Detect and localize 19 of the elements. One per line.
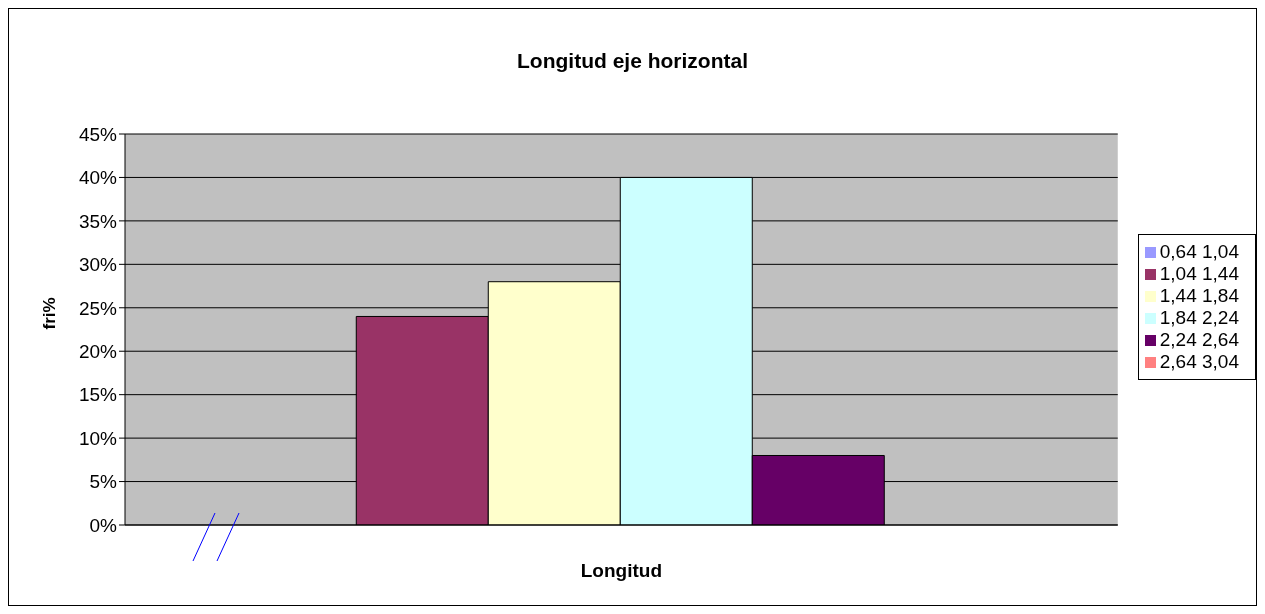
y-tick-label: 0% [89,514,118,536]
y-tick-label: 35% [78,210,118,232]
legend-label: 1,44 1,84 [1159,285,1239,306]
chart-title: Longitud eje horizontal [516,49,749,73]
y-tick-label: 10% [78,427,118,449]
legend-label: 1,04 1,44 [1159,263,1239,284]
y-tick-label: 40% [78,167,118,189]
y-tick-label: 25% [78,297,118,319]
legend-label: 0,64 1,04 [1159,241,1239,262]
y-axis-title: fri% [40,297,60,330]
y-tick-label: 5% [89,471,118,493]
y-tick-label: 45% [78,123,118,145]
legend-label: 2,64 3,04 [1159,351,1239,372]
legend-label: 2,24 2,64 [1159,329,1239,350]
y-tick-label: 30% [78,254,118,276]
legend-label: 1,84 2,24 [1159,307,1239,328]
y-tick-label: 15% [78,384,118,406]
y-tick-label: 20% [78,340,118,362]
x-axis-title: Longitud [580,560,662,581]
